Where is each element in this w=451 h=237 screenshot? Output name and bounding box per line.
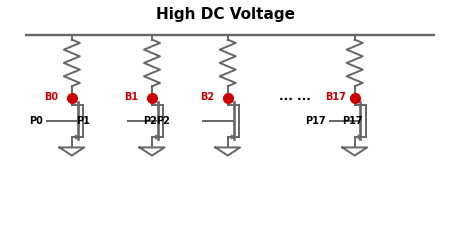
Text: B2: B2 <box>200 91 214 101</box>
Text: B0: B0 <box>44 91 59 101</box>
Text: P0: P0 <box>29 116 43 126</box>
Text: ... ...: ... ... <box>280 90 311 103</box>
Text: High DC Voltage: High DC Voltage <box>156 7 295 22</box>
Text: P17: P17 <box>305 116 326 126</box>
Text: P2: P2 <box>143 116 156 126</box>
Text: P2: P2 <box>156 116 170 126</box>
Text: P1: P1 <box>76 116 90 126</box>
Text: P17: P17 <box>342 116 363 126</box>
Text: B1: B1 <box>124 91 138 101</box>
Text: B17: B17 <box>325 91 346 101</box>
